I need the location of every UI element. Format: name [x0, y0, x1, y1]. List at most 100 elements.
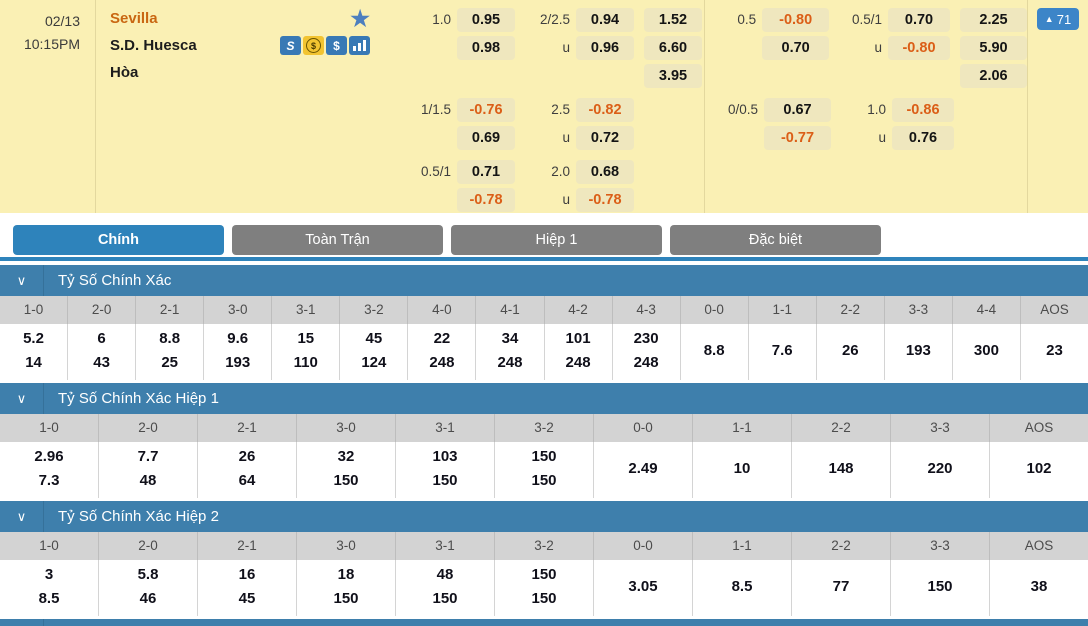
score-odds-value: 150	[531, 566, 557, 583]
score-odds-cell[interactable]: 193	[885, 324, 953, 380]
score-odds-cell[interactable]: 32 150	[297, 442, 396, 498]
score-odds-cell[interactable]: 2.96 7.3	[0, 442, 99, 498]
score-odds-cell[interactable]: 22 248	[408, 324, 477, 380]
score-odds-cell[interactable]: 45 124	[340, 324, 409, 380]
score-odds-value: 150	[531, 448, 557, 465]
collapse-chevron-icon[interactable]: ∨	[0, 383, 44, 414]
one-x-two-odds-value[interactable]: 3.95	[644, 64, 702, 88]
one-x-two-odds-value[interactable]: 5.90	[960, 36, 1027, 60]
score-odds-cell[interactable]: 8.8	[681, 324, 749, 380]
stats-chart-icon[interactable]	[349, 36, 370, 55]
score-odds-cell[interactable]: 16 45	[198, 560, 297, 616]
score-odds-cell[interactable]: 26	[817, 324, 885, 380]
section-header[interactable]: ∨ Tỷ Số Chính Xác	[0, 265, 1088, 296]
score-odds-cell[interactable]: 15 110	[272, 324, 341, 380]
score-odds-cell[interactable]: 7.6	[749, 324, 817, 380]
score-odds-cell[interactable]: 18 150	[297, 560, 396, 616]
handicap-odds-value[interactable]: 0.67	[764, 98, 831, 122]
score-odds-cell[interactable]: 26 64	[198, 442, 297, 498]
score-odds-value: 300	[973, 342, 999, 359]
score-odds-cell[interactable]: 8.8 25	[136, 324, 205, 380]
score-odds-cell[interactable]: 38	[990, 560, 1088, 616]
tab-dac-biet[interactable]: Đặc biệt	[670, 225, 881, 255]
score-column-header: 1-1	[693, 414, 792, 442]
score-odds-cell[interactable]: 23	[1021, 324, 1088, 380]
total-odds-value[interactable]: -0.78	[576, 188, 634, 212]
score-odds-cell[interactable]: 102	[990, 442, 1088, 498]
one-x-two-odds-value[interactable]: 6.60	[644, 36, 702, 60]
score-odds-cell[interactable]: 150 150	[495, 442, 594, 498]
score-odds-cell[interactable]: 5.2 14	[0, 324, 69, 380]
handicap-odds-value[interactable]: -0.78	[457, 188, 515, 212]
score-column-header: AOS	[1020, 296, 1088, 324]
score-column-header: 3-3	[891, 414, 990, 442]
score-odds-cell[interactable]: 9.6 193	[204, 324, 273, 380]
score-column-header: 3-3	[884, 296, 953, 324]
score-odds-cell[interactable]: 150 150	[495, 560, 594, 616]
handicap-odds-value[interactable]: -0.76	[457, 98, 515, 122]
bet-slip-icon[interactable]: S	[280, 36, 301, 55]
handicap-odds-value[interactable]: -0.80	[762, 8, 830, 32]
more-odds-count-badge[interactable]: ▲ 71	[1036, 8, 1080, 30]
one-x-two-odds-value[interactable]: 2.06	[960, 64, 1027, 88]
score-odds-cell[interactable]: 220	[891, 442, 990, 498]
section-title: Tỷ Số Chính Xác Hiệp 2	[58, 508, 219, 525]
total-odds-value[interactable]: -0.80	[888, 36, 950, 60]
badge-column: ▲ 71	[1028, 0, 1088, 213]
score-odds-cell[interactable]: 34 248	[476, 324, 545, 380]
total-line-label: 2/2.5	[539, 12, 570, 27]
tab-toan-tran[interactable]: Toàn Trận	[232, 225, 443, 255]
score-odds-cell[interactable]: 3 8.5	[0, 560, 99, 616]
score-odds-cell[interactable]: 48 150	[396, 560, 495, 616]
score-odds-cell[interactable]: 77	[792, 560, 891, 616]
score-odds-cell[interactable]: 8.5	[693, 560, 792, 616]
handicap-odds-value[interactable]: 0.98	[457, 36, 515, 60]
score-column-header: 3-2	[340, 296, 409, 324]
one-x-two-odds-value[interactable]: 1.52	[644, 8, 702, 32]
score-odds-cell[interactable]: 6 43	[68, 324, 137, 380]
total-odds-value[interactable]: 0.96	[576, 36, 634, 60]
score-odds-cell[interactable]: 2.49	[594, 442, 693, 498]
favorite-star-icon[interactable]: ★	[350, 5, 370, 31]
currency-exchange-icon[interactable]: $	[303, 36, 324, 55]
total-odds-value[interactable]: 0.94	[576, 8, 634, 32]
score-column-header: AOS	[990, 414, 1088, 442]
tab-hiep-1[interactable]: Hiệp 1	[451, 225, 662, 255]
handicap-odds-value[interactable]: 0.95	[457, 8, 515, 32]
score-odds-cell[interactable]: 3.05	[594, 560, 693, 616]
score-odds-cell[interactable]: 5.8 46	[99, 560, 198, 616]
score-odds-cell[interactable]: 148	[792, 442, 891, 498]
total-odds: 0.68 -0.78	[576, 160, 634, 212]
collapse-chevron-icon[interactable]: ∨	[0, 501, 44, 532]
total-odds-value[interactable]: 0.68	[576, 160, 634, 184]
score-column-header: 3-3	[891, 532, 990, 560]
score-odds-cell[interactable]: 103 150	[396, 442, 495, 498]
total-odds-value[interactable]: 0.70	[888, 8, 950, 32]
score-odds-cell[interactable]: 7.7 48	[99, 442, 198, 498]
total-odds-value[interactable]: -0.86	[892, 98, 954, 122]
fulltime-odds-group: 1.0 0.95 0.98 2/2.5 u 0.94 0.96 1.52 6.60 3.95 1/1…	[412, 0, 704, 213]
score-odds-cell[interactable]: 300	[953, 324, 1021, 380]
total-odds-value[interactable]: -0.82	[576, 98, 634, 122]
score-odds-cell[interactable]: 101 248	[545, 324, 613, 380]
total-odds-value[interactable]: 0.72	[576, 126, 634, 150]
section-header[interactable]: ∨ Tỷ Số Chính Xác Hiệp 1	[0, 383, 1088, 414]
score-odds-cell[interactable]: 150	[891, 560, 990, 616]
handicap-odds-value[interactable]: 0.71	[457, 160, 515, 184]
collapse-chevron-icon[interactable]: ∨	[0, 265, 44, 296]
tab-chinh[interactable]: Chính	[13, 225, 224, 255]
section-header[interactable]: ∨ Tỷ Số Chính Xác Hiệp 2	[0, 501, 1088, 532]
odds-count: 71	[1056, 11, 1072, 27]
one-x-two-odds-value[interactable]: 2.25	[960, 8, 1027, 32]
score-header-row: 1-0 2-0 2-1 3-0 3-1 3-2 0-0 1-1 2-2 3-3 AOS	[0, 414, 1088, 442]
handicap-odds-value[interactable]: -0.77	[764, 126, 831, 150]
handicap-odds-value[interactable]: 0.70	[762, 36, 830, 60]
score-column-header: AOS	[990, 532, 1088, 560]
handicap-line-label: 1/1.5	[420, 102, 451, 117]
score-odds-cell[interactable]: 230 248	[613, 324, 681, 380]
total-odds-value[interactable]: 0.76	[892, 126, 954, 150]
handicap-label: 0.5	[719, 8, 762, 88]
dollar-odds-icon[interactable]: $	[326, 36, 347, 55]
handicap-odds-value[interactable]: 0.69	[457, 126, 515, 150]
score-odds-cell[interactable]: 10	[693, 442, 792, 498]
